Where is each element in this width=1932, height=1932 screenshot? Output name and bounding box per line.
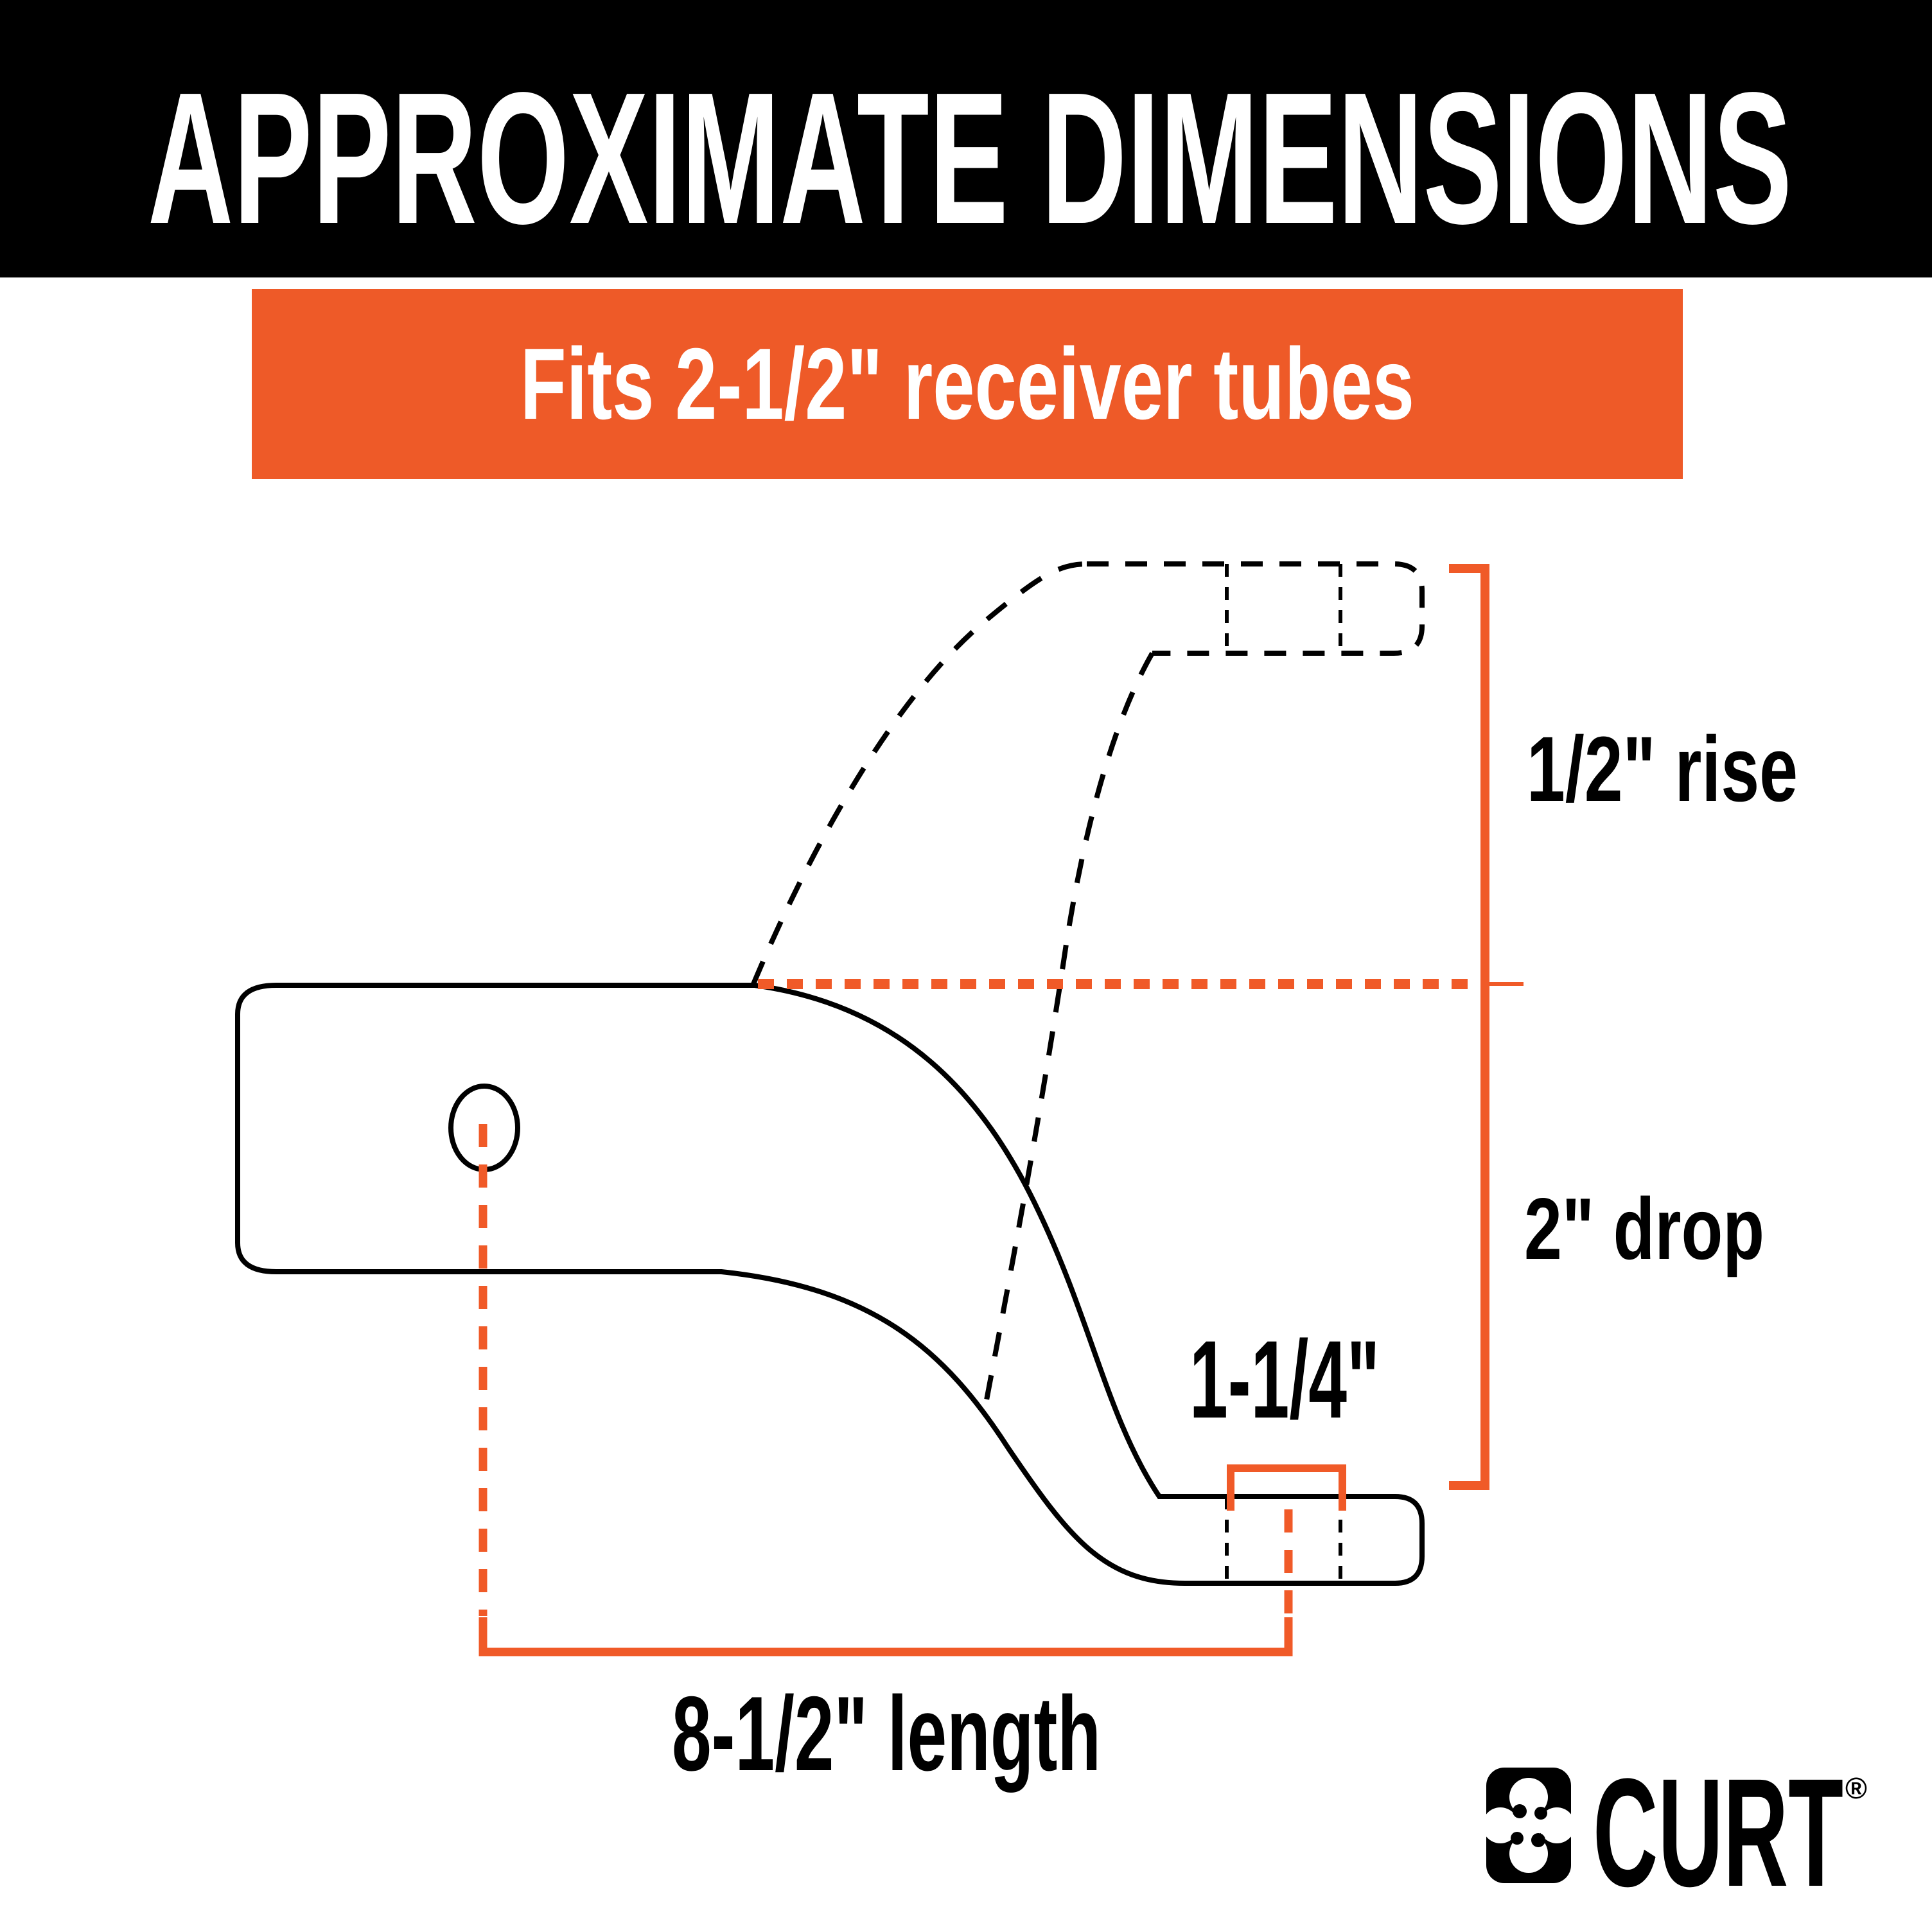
registered-mark: ® xyxy=(1845,1771,1867,1805)
ball-mount-body-outline xyxy=(235,983,1425,1586)
curt-icon-dots xyxy=(1511,1804,1547,1847)
hole-width-label: 1-1/4" xyxy=(1190,1318,1380,1441)
receiver-size-banner xyxy=(252,289,1683,479)
length-label: 8-1/2" length xyxy=(672,1674,1101,1793)
receiver-size-banner-text: Fits 2-1/2" receiver tubes xyxy=(520,328,1414,441)
curt-wordmark: CURT xyxy=(1593,1746,1843,1919)
rise-label: 1/2" rise xyxy=(1527,717,1798,821)
drop-label: 2" drop xyxy=(1524,1180,1764,1278)
length-dimension-line xyxy=(479,1617,1293,1656)
flipped-tube-outline xyxy=(1087,561,1425,656)
page-title: APPROXIMATE DIMENSIONS xyxy=(148,53,1792,263)
header-bar xyxy=(0,0,1932,277)
flipped-position-outline xyxy=(751,561,1425,1404)
flipped-arm-inner-curve xyxy=(983,652,1155,1404)
brand-logo: CURT ® xyxy=(1482,1746,1867,1919)
ball-mount-outline xyxy=(235,983,1425,1586)
dimension-labels: 1/2" rise 2" drop 1-1/4" 8-1/2" length xyxy=(672,717,1798,1793)
flipped-arm-outer-curve xyxy=(751,561,1087,985)
dimension-lines xyxy=(479,564,1524,1656)
hole-width-bracket xyxy=(1227,1464,1346,1511)
